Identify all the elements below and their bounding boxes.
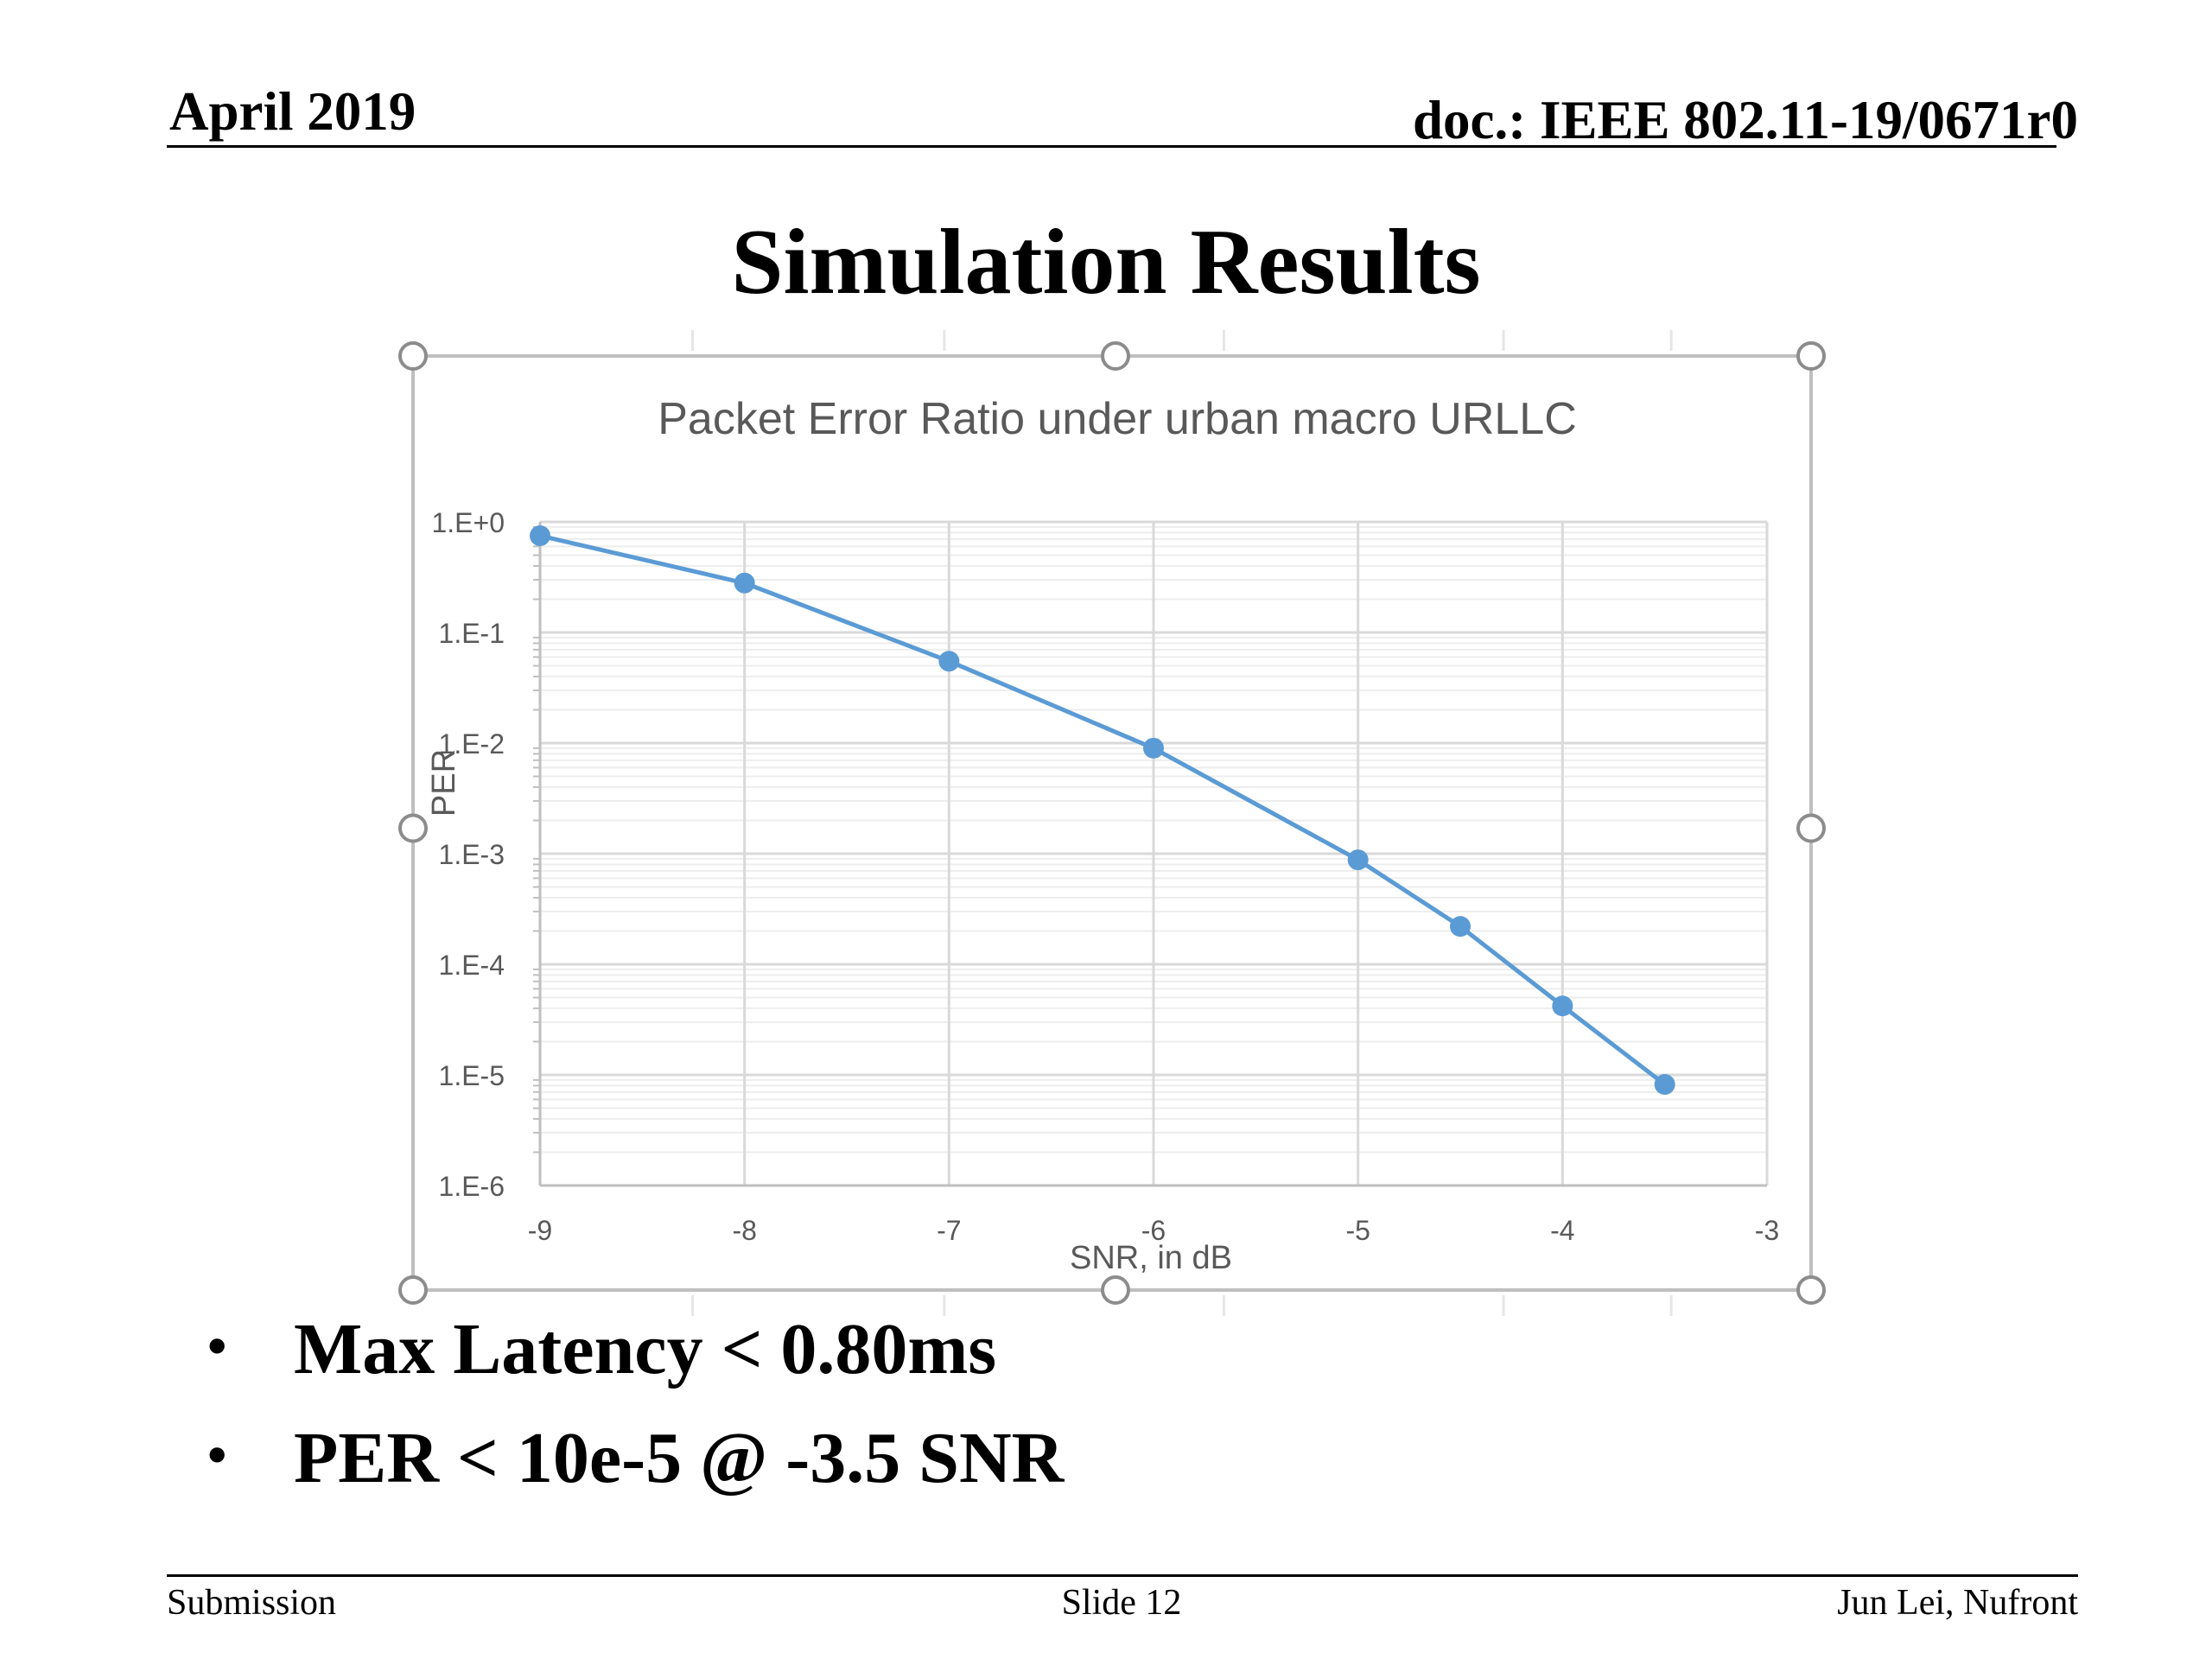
data-point <box>938 651 960 672</box>
resize-handle[interactable] <box>1101 341 1130 371</box>
data-point <box>1450 916 1471 938</box>
x-axis-label: SNR, in dB <box>1070 1240 1232 1276</box>
slide-title: Simulation Results <box>731 211 1481 314</box>
x-tick-label: -8 <box>732 1215 756 1246</box>
x-tick-label: -6 <box>1141 1215 1166 1246</box>
header-doc-id: doc.: IEEE 802.11-19/0671r0 <box>1412 90 2078 150</box>
footer-rule <box>167 1574 2078 1577</box>
x-tick-label: -9 <box>528 1215 552 1246</box>
y-tick-label: 1.E+0 <box>431 507 505 538</box>
data-point <box>734 572 755 594</box>
y-tick-label: 1.E-5 <box>439 1060 505 1091</box>
y-axis-label: PER <box>426 749 462 817</box>
bullet-dot: • <box>207 1315 227 1376</box>
resize-handle[interactable] <box>1796 1275 1826 1305</box>
data-point <box>1143 737 1164 759</box>
x-tick-label: -3 <box>1755 1215 1779 1246</box>
footer-slide-number: Slide 12 <box>1061 1583 1182 1623</box>
footer-submission: Submission <box>167 1583 337 1623</box>
bullet-item: • Max Latency < 0.80ms <box>207 1313 1064 1422</box>
data-point <box>530 524 550 546</box>
bullet-text: Max Latency < 0.80ms <box>294 1309 997 1389</box>
resize-handle[interactable] <box>1796 813 1826 843</box>
bullet-item: • PER < 10e-5 @ -3.5 SNR <box>207 1422 1064 1531</box>
x-tick-label: -4 <box>1550 1215 1574 1246</box>
series-line <box>539 533 1667 1086</box>
resize-handle[interactable] <box>398 813 428 843</box>
chart-frame <box>411 354 1813 1292</box>
bullet-text: PER < 10e-5 @ -3.5 SNR <box>294 1418 1065 1498</box>
x-tick-label: -5 <box>1345 1215 1370 1246</box>
chart-title: Packet Error Ratio under urban macro URL… <box>658 394 1577 444</box>
y-tick-label: 1.E-1 <box>439 618 505 649</box>
y-tick-label: 1.E-3 <box>439 839 505 870</box>
bullet-list: • Max Latency < 0.80ms • PER < 10e-5 @ -3.… <box>207 1313 1064 1531</box>
footer-author: Jun Lei, Nufront <box>1837 1583 2078 1623</box>
y-tick-label: 1.E-6 <box>439 1171 505 1202</box>
resize-handle[interactable] <box>1796 341 1826 371</box>
y-tick-label: 1.E-4 <box>439 950 505 981</box>
resize-handle[interactable] <box>398 341 428 371</box>
x-tick-label: -7 <box>937 1215 961 1246</box>
bullet-dot: • <box>207 1424 227 1485</box>
header-date: April 2019 <box>169 81 416 142</box>
header-rule <box>167 145 2056 148</box>
data-point <box>1552 995 1573 1017</box>
data-point <box>1347 849 1369 871</box>
y-tick-label: 1.E-2 <box>439 728 505 760</box>
resize-handle[interactable] <box>398 1275 428 1305</box>
data-point <box>1654 1074 1675 1096</box>
resize-handle[interactable] <box>1101 1275 1130 1305</box>
